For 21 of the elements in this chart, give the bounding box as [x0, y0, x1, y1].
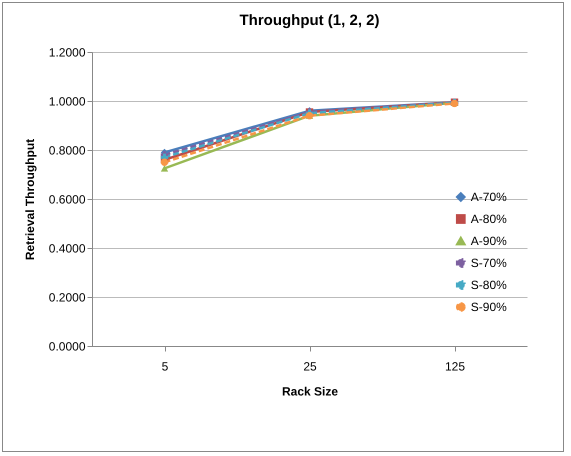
legend-label: A-90%	[470, 234, 508, 248]
x-axis-title: Rack Size	[282, 384, 338, 398]
point	[160, 158, 168, 166]
legend-label: S-80%	[470, 278, 508, 292]
legend-label: S-70%	[470, 256, 508, 270]
point	[160, 165, 168, 172]
legend-label: A-70%	[470, 190, 508, 204]
x-tick-label: 125	[444, 360, 466, 374]
y-tick-label: 0.4000	[48, 242, 86, 256]
legend-label: A-80%	[470, 212, 508, 226]
chart-title: Throughput (1, 2, 2)	[240, 12, 380, 29]
y-tick-label: 0.8000	[48, 144, 86, 158]
legend-label: S-90%	[470, 300, 508, 314]
x-tick-label: 25	[303, 360, 317, 374]
y-tick-label: 0.6000	[48, 192, 86, 206]
y-tick-label: 0.2000	[48, 290, 86, 304]
y-axis-title: Retrieval Throughput	[22, 138, 37, 260]
y-tick-label: 1.0000	[48, 94, 86, 108]
x-tick-label: 5	[162, 360, 169, 374]
y-tick-label: 1.2000	[48, 46, 86, 60]
y-tick-label: 0.0000	[48, 340, 86, 354]
